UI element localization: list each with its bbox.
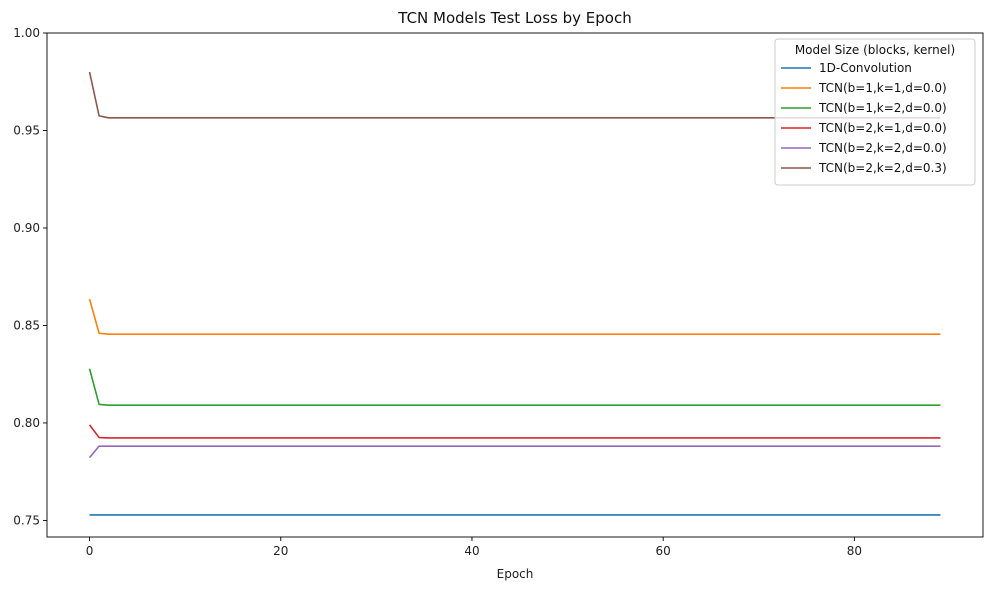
x-axis-label: Epoch	[497, 567, 534, 581]
y-tick-label: 0.85	[13, 318, 40, 332]
series-line-4	[88, 424, 941, 439]
y-tick-label: 0.80	[13, 416, 40, 430]
series-line-3	[88, 368, 941, 407]
x-tick-label: 40	[464, 544, 479, 558]
legend-entry-label: TCN(b=2,k=2,d=0.0)	[818, 141, 947, 155]
y-tick-label: 1.00	[13, 26, 40, 40]
y-tick-label: 0.75	[13, 513, 40, 527]
axes-frame	[46, 32, 984, 538]
y-tick-label: 0.95	[13, 123, 40, 137]
x-tick-label: 60	[656, 544, 671, 558]
chart-title: TCN Models Test Loss by Epoch	[397, 9, 631, 27]
y-tick-label: 0.90	[13, 221, 40, 235]
series-line-5	[88, 445, 941, 459]
legend-entry-label: TCN(b=1,k=1,d=0.0)	[818, 81, 947, 95]
legend-entry-label: TCN(b=2,k=1,d=0.0)	[818, 121, 947, 135]
plot-area: 0 20 40 60 80 0.75 0.80 0.85 0.90 0.95 1.00	[13, 26, 984, 558]
legend-entry-label: TCN(b=1,k=2,d=0.0)	[818, 101, 947, 115]
x-tick-label: 80	[847, 544, 862, 558]
legend-entry-label: TCN(b=2,k=2,d=0.3)	[818, 161, 947, 175]
x-tick-label: 20	[273, 544, 288, 558]
legend: Model Size (blocks, kernel) 1D-Convoluti…	[774, 38, 976, 186]
legend-title: Model Size (blocks, kernel)	[795, 43, 955, 57]
x-tick-label: 0	[86, 544, 94, 558]
series-line-2	[88, 298, 941, 336]
legend-entry-label: 1D-Convolution	[819, 61, 912, 75]
legend-box	[774, 38, 976, 186]
